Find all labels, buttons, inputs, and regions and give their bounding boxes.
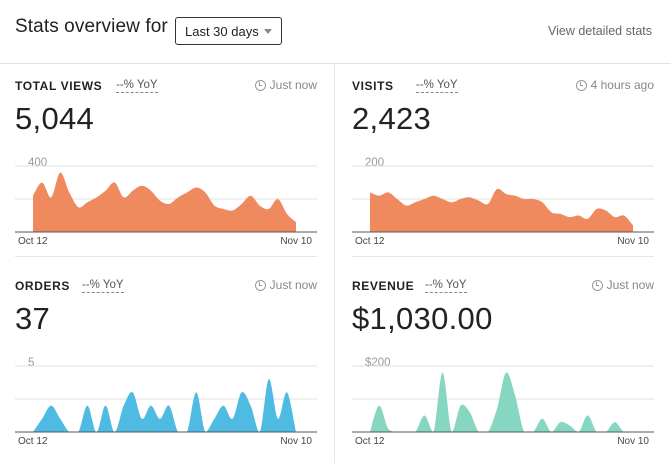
- views-area-chart: [15, 165, 317, 233]
- x-start-label: Oct 12: [355, 436, 385, 447]
- metric-value: 2,423: [352, 101, 432, 136]
- view-detailed-stats-link[interactable]: View detailed stats: [548, 24, 652, 38]
- x-end-label: Nov 10: [280, 436, 312, 447]
- metric-value: 37: [15, 301, 51, 336]
- clock-icon: [254, 279, 266, 291]
- x-end-label: Nov 10: [280, 236, 312, 247]
- area-series: [370, 372, 633, 432]
- row-divider-right: [352, 256, 654, 257]
- clock-icon: [254, 79, 266, 91]
- visits-area-chart: [352, 165, 654, 233]
- yoy-link[interactable]: --% YoY: [425, 279, 467, 293]
- page-title: Stats overview for: [15, 16, 168, 37]
- date-range-select[interactable]: Last 30 days: [175, 17, 282, 45]
- x-start-label: Oct 12: [18, 236, 48, 247]
- revenue-card: REVENUE --% YoY Just now $1,030.00 $200 …: [352, 264, 654, 447]
- metric-label: TOTAL VIEWS: [15, 79, 103, 93]
- revenue-area-chart: [352, 365, 654, 433]
- metric-label: VISITS: [352, 79, 394, 93]
- x-end-label: Nov 10: [617, 436, 649, 447]
- yoy-link[interactable]: --% YoY: [416, 79, 458, 93]
- updated-time-text: Just now: [269, 278, 317, 292]
- x-start-label: Oct 12: [18, 436, 48, 447]
- stats-header: Stats overview for Last 30 days View det…: [0, 0, 671, 64]
- area-series: [33, 379, 296, 432]
- updated-time-text: 4 hours ago: [590, 78, 654, 92]
- clock-icon: [591, 279, 603, 291]
- orders-card: ORDERS --% YoY Just now 37 5 Oct 12 Nov …: [15, 264, 317, 447]
- area-series: [370, 188, 633, 232]
- updated-time: Just now: [254, 278, 317, 292]
- total-views-card: TOTAL VIEWS --% YoY Just now 5,044 400 O…: [15, 64, 317, 247]
- x-start-label: Oct 12: [355, 236, 385, 247]
- updated-time: Just now: [591, 278, 654, 292]
- updated-time: Just now: [254, 78, 317, 92]
- updated-time-text: Just now: [606, 278, 654, 292]
- x-end-label: Nov 10: [617, 236, 649, 247]
- orders-area-chart: [15, 365, 317, 433]
- yoy-link[interactable]: --% YoY: [116, 79, 158, 93]
- date-range-value: Last 30 days: [185, 24, 259, 39]
- metric-label: ORDERS: [15, 279, 70, 293]
- clock-icon: [575, 79, 587, 91]
- updated-time: 4 hours ago: [575, 78, 654, 92]
- metric-value: 5,044: [15, 101, 95, 136]
- metric-value: $1,030.00: [352, 301, 493, 336]
- yoy-link[interactable]: --% YoY: [82, 279, 124, 293]
- row-divider-left: [15, 256, 317, 257]
- column-divider: [334, 64, 335, 463]
- metric-label: REVENUE: [352, 279, 415, 293]
- updated-time-text: Just now: [269, 78, 317, 92]
- caret-down-icon: [264, 29, 272, 34]
- area-series: [33, 172, 296, 232]
- y-tick-label: 5: [28, 357, 35, 369]
- visits-card: VISITS --% YoY 4 hours ago 2,423 200 Oct…: [352, 64, 654, 247]
